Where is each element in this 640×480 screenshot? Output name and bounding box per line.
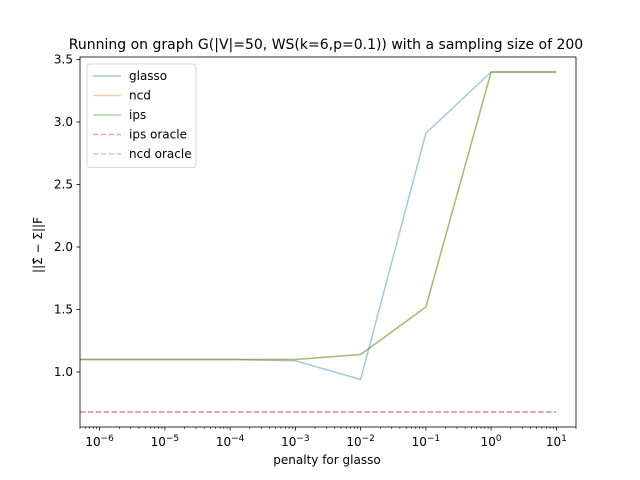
y-tick-label: 2.0	[54, 240, 73, 254]
x-axis-label: penalty for glasso	[273, 453, 380, 467]
y-tick-label: 1.0	[54, 365, 73, 379]
series-line-ips	[80, 71, 557, 361]
legend-label: ncd	[129, 89, 151, 103]
x-tick-label: 10−5	[151, 434, 180, 449]
x-tick-label: 10−6	[85, 434, 114, 449]
x-tick-label: 101	[546, 434, 567, 449]
series-layer	[80, 71, 557, 413]
y-tick-label: 3.5	[54, 53, 73, 67]
chart-title: Running on graph G(|V|=50, WS(k=6,p=0.1)…	[69, 37, 583, 53]
axes-layer: 10−6 10−5 10−4 10−3 10−2 10−1 100 101 1.0 1.5 2.0 2…	[54, 53, 577, 449]
x-tick-label: 10−3	[281, 434, 310, 449]
y-tick-label: 3.0	[54, 115, 73, 129]
x-tick-label: 10−1	[412, 434, 441, 449]
legend: glasso ncd ips ips oracle ncd oracle	[86, 63, 197, 168]
legend-box	[86, 63, 197, 168]
legend-label: ncd oracle	[129, 147, 192, 161]
x-tick-label: 100	[481, 434, 502, 449]
legend-label: ips oracle	[129, 128, 187, 142]
x-tick-label: 10−4	[216, 434, 245, 449]
legend-label: ips	[129, 108, 146, 122]
y-tick-label: 2.5	[54, 178, 73, 192]
y-tick-label: 1.5	[54, 303, 73, 317]
plot-frame	[79, 56, 577, 428]
x-tick-label: 10−2	[346, 434, 375, 449]
series-line-ncd	[80, 71, 557, 361]
legend-label: glasso	[129, 69, 167, 83]
y-axis-label: ||Σ̂ − Σ||F	[31, 217, 45, 273]
series-line-glasso	[80, 71, 557, 381]
